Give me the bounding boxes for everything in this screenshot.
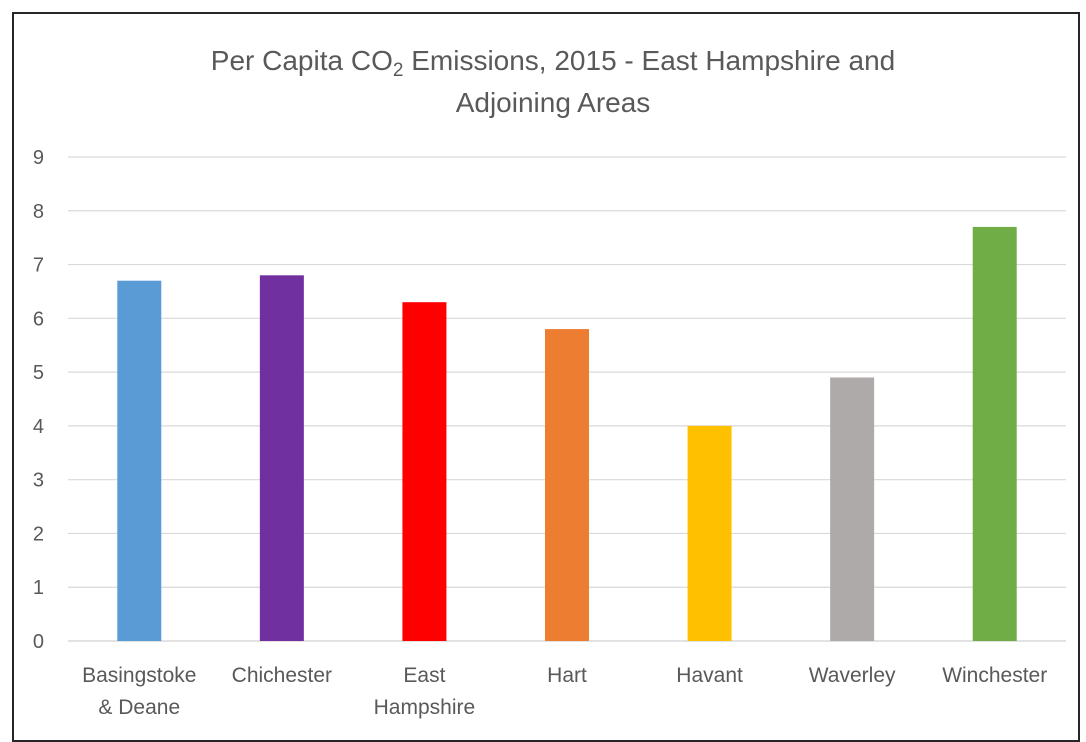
y-tick-label: 6 [33, 308, 44, 330]
bar-winchester [972, 226, 1017, 641]
bar-waverley [830, 377, 875, 641]
y-tick-label: 7 [33, 255, 44, 277]
y-tick-labels: 0 1 2 3 4 5 6 7 8 9 [33, 147, 44, 653]
y-tick-label: 3 [33, 470, 44, 492]
x-tick-label: Winchester [942, 664, 1047, 687]
chart-title-subscript: 2 [392, 60, 404, 81]
chart-title-line-1: Per Capita CO2 Emissions, 2015 - East Ha… [0, 40, 1086, 82]
x-tick-label: East Hampshire [374, 664, 476, 719]
bar-chichester [259, 275, 304, 641]
y-tick-label: 8 [33, 201, 44, 223]
y-tick-label: 9 [33, 147, 44, 169]
bar-hart [545, 329, 589, 641]
bar-havant [687, 425, 732, 641]
x-tick-labels: Basingstoke & Deane Chichester East Hampshir… [82, 664, 1047, 719]
x-tick-label: Waverley [809, 664, 896, 687]
x-tick-label: Hart [547, 664, 587, 687]
x-tick-label: Havant [676, 664, 743, 687]
y-tick-label: 0 [33, 631, 44, 653]
bar-basingstoke-deane [117, 280, 162, 641]
y-tick-label: 2 [33, 523, 44, 545]
x-tick-label: Chichester [232, 664, 332, 687]
bars [117, 226, 1017, 641]
y-tick-label: 4 [33, 416, 44, 438]
chart-title-pre: Per Capita CO [210, 45, 393, 76]
chart-title: Per Capita CO2 Emissions, 2015 - East Ha… [0, 40, 1086, 124]
y-tick-label: 1 [33, 577, 44, 599]
y-tick-label: 5 [33, 362, 44, 384]
bar-east-hampshire [402, 302, 447, 641]
chart-title-post: Emissions, 2015 - East Hampshire and [403, 45, 896, 76]
x-tick-label: Basingstoke & Deane [82, 664, 196, 719]
chart-title-line-2: Adjoining Areas [455, 87, 651, 118]
